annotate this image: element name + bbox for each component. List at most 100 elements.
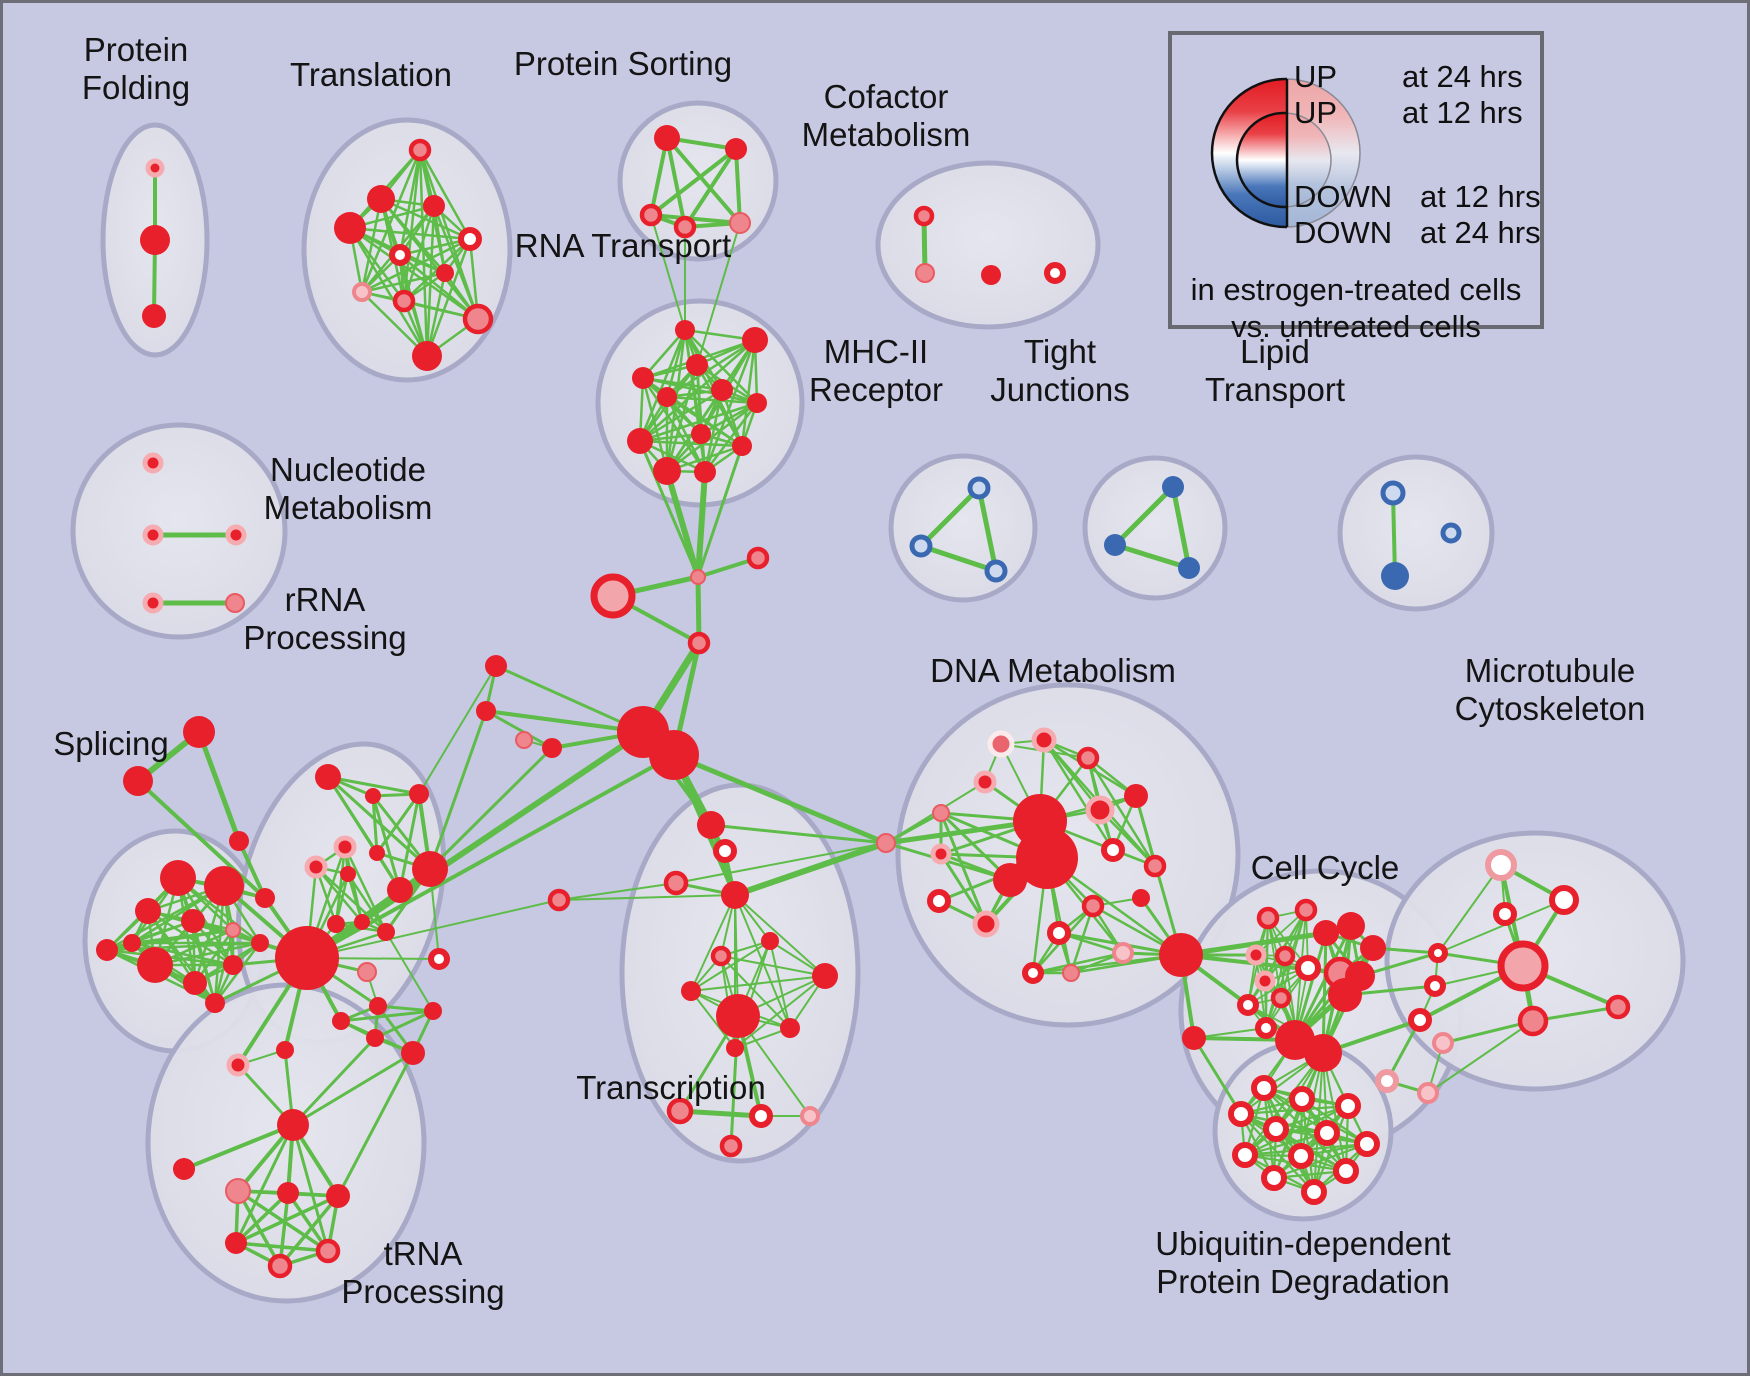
cluster-label-microtubule-cytoskeleton: Microtubule Cytoskeleton: [1455, 652, 1646, 727]
edge: [371, 794, 379, 855]
node-r6: [369, 845, 385, 861]
node-x6: [761, 932, 779, 950]
edge: [236, 1189, 282, 1268]
node-rt3: [686, 354, 708, 376]
legend-caption-line2: vs. untreated cells: [1231, 309, 1481, 344]
node-d11: [1143, 854, 1167, 878]
node-k1: [485, 655, 507, 677]
edge: [234, 1241, 330, 1253]
node-m3: [1493, 902, 1517, 926]
node-pc3: [687, 631, 711, 655]
cluster-label-ubiquitin-degradation: Ubiquitin-dependent Protein Degradation: [1155, 1225, 1450, 1300]
edge: [1178, 930, 1329, 958]
node-tn6: [277, 1182, 299, 1204]
node-m7: [1517, 1005, 1549, 1037]
cluster-label-rna-transport: RNA Transport: [515, 227, 731, 264]
edge: [360, 148, 422, 294]
node-tn3: [277, 1109, 309, 1141]
edge: [696, 444, 744, 579]
node-rt7: [747, 393, 767, 413]
node-r12: [377, 923, 395, 941]
node-mh3: [984, 559, 1008, 583]
node-b1: [255, 888, 275, 908]
cluster-label-line: RNA Transport: [515, 227, 731, 264]
edge: [734, 975, 826, 1049]
node-c13: [1270, 987, 1292, 1009]
legend-caption-line1: in estrogen-treated cells: [1190, 272, 1522, 307]
edge: [348, 226, 472, 241]
edge: [1112, 542, 1192, 571]
edge: [234, 1194, 340, 1245]
legend-time-label: at 24 hrs: [1420, 215, 1541, 250]
edge: [696, 222, 741, 366]
node-cf4: [1044, 262, 1066, 284]
node-s2: [204, 866, 244, 906]
node-rb4: [366, 1029, 384, 1047]
edge: [494, 664, 645, 734]
edge: [339, 1009, 435, 1023]
edge: [484, 709, 554, 750]
node-tj3: [1178, 557, 1200, 579]
legend-inner-disc-12hrs: [1235, 111, 1332, 209]
node-rb2: [424, 1002, 442, 1020]
node-u9: [1288, 1143, 1314, 1169]
node-x14: [749, 1104, 773, 1128]
cluster-cofactor-metabolism: [875, 160, 1101, 330]
node-d23: [1182, 1026, 1206, 1050]
node-d9: [1124, 784, 1148, 808]
node-r14: [428, 948, 450, 970]
edge: [1193, 1027, 1267, 1039]
edge: [939, 811, 988, 926]
edge: [734, 147, 742, 225]
node-u8: [1232, 1142, 1258, 1168]
edge: [732, 840, 889, 898]
edge: [1086, 756, 1157, 868]
edge: [641, 376, 669, 473]
edge: [769, 940, 791, 1029]
edge: [418, 665, 497, 795]
node-d14: [927, 889, 951, 913]
cluster-label-line: rRNA: [285, 581, 366, 618]
legend-time-label: at 12 hrs: [1402, 95, 1523, 130]
edge: [1170, 484, 1192, 571]
edge: [1267, 917, 1282, 999]
node-w4: [1432, 1032, 1454, 1054]
cluster-label-tight-junctions: Tight Junctions: [990, 333, 1129, 408]
cluster-label-line: Metabolism: [802, 116, 971, 153]
node-w2: [1424, 975, 1446, 997]
edge: [1042, 738, 1115, 852]
node-c12: [1237, 994, 1259, 1016]
node-ps5: [729, 212, 751, 234]
node-nm1: [142, 452, 164, 474]
cluster-label-line: Microtubule: [1465, 652, 1636, 689]
node-nm3: [225, 524, 247, 546]
edge: [1313, 1052, 1324, 1193]
cluster-label-line: Transport: [1205, 371, 1345, 408]
node-r3: [409, 784, 429, 804]
node-w5: [1375, 1069, 1399, 1093]
edge: [665, 363, 699, 473]
edge: [326, 775, 421, 796]
cluster-label-line: Cofactor: [824, 78, 949, 115]
legend-caption: in estrogen-treated cells vs. untreated …: [1172, 271, 1540, 345]
cluster-label-line: Protein: [84, 31, 189, 68]
edge: [346, 872, 388, 934]
node-rb1: [369, 997, 387, 1015]
edge: [1293, 924, 1353, 1042]
node-x16: [719, 1134, 743, 1158]
node-u5: [1263, 1116, 1289, 1142]
cluster-label-transcription: Transcription: [576, 1069, 766, 1106]
node-s8: [223, 955, 243, 975]
cluster-label-line: Ubiquitin-dependent: [1155, 1225, 1450, 1262]
cluster-label-splicing: Splicing: [53, 725, 169, 762]
edge: [720, 955, 791, 1029]
node-t4: [334, 212, 366, 244]
node-d2: [1031, 727, 1057, 753]
edge: [683, 147, 738, 229]
edge: [432, 204, 447, 275]
node-w6: [1417, 1082, 1439, 1104]
node-tn10: [267, 1253, 293, 1279]
node-r5: [304, 855, 328, 879]
edge: [976, 485, 999, 574]
edge: [196, 729, 242, 844]
